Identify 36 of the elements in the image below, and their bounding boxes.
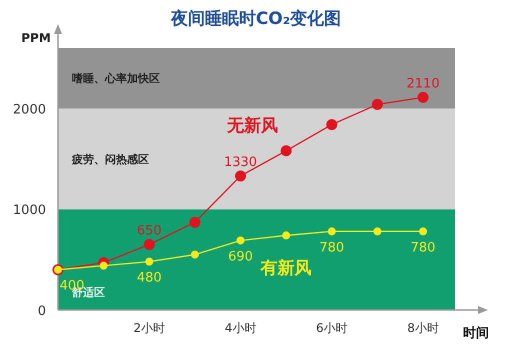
data-label: 780 [319,240,344,256]
point [418,92,429,103]
y-tick-label: 0 [38,304,46,319]
point [189,216,200,228]
x-tick-label: 6小时 [316,321,348,335]
point [236,236,245,244]
point [372,98,383,110]
point [326,119,338,130]
data-label: 650 [136,224,162,238]
data-label: 480 [136,270,162,286]
y-tick-label: 2000 [12,102,46,118]
x-tick-label: 2小时 [133,321,166,335]
series-label: 有新风 [260,258,312,278]
data-label: 1330 [224,154,258,170]
x-tick-label: 4小时 [224,321,256,335]
series-label: 无新风 [226,116,278,136]
point [373,227,382,236]
point [282,231,290,240]
y-tick-label: 1000 [12,203,46,218]
y-axis-title: PPM [21,31,51,45]
band-label: 疲劳、闷热感区 [71,152,149,166]
point [280,145,292,156]
band-label: 嗜睡、心率加快区 [72,72,160,86]
point [100,262,108,270]
data-label: 780 [410,240,436,256]
x-tick-label: 8小时 [407,321,439,335]
point [419,227,428,236]
point [235,170,246,182]
x-axis-title: 时间 [463,326,489,341]
point [145,258,154,266]
point [144,239,155,250]
data-label: 2110 [406,76,440,92]
point [190,250,199,259]
point [328,227,336,236]
chart-title: 夜间睡眠时CO₂变化图 [170,9,342,29]
data-label: 690 [228,249,253,264]
